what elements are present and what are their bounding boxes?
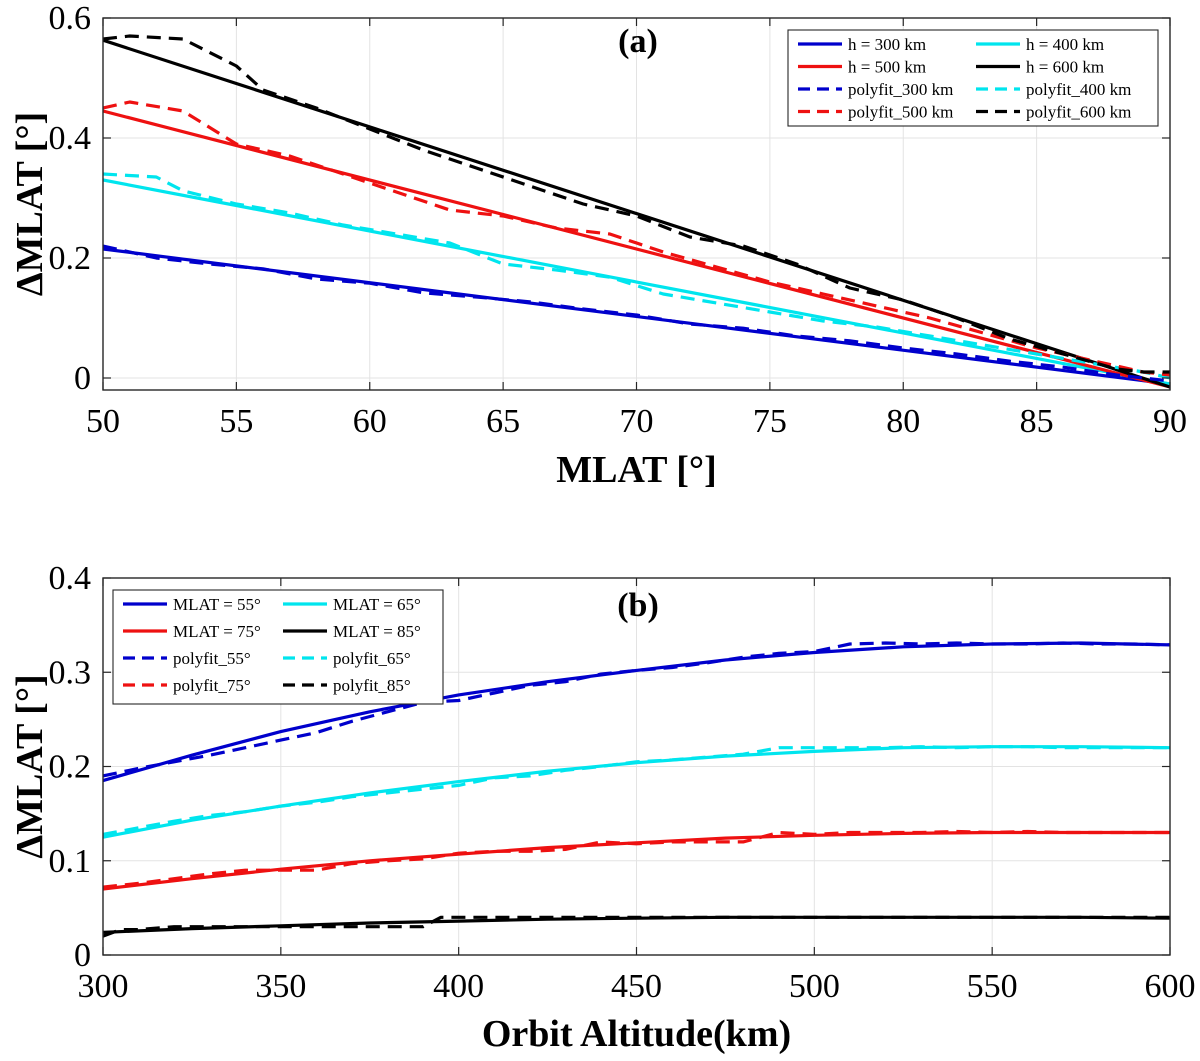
panel-a-legend-label: polyfit_600 km [1026,103,1131,122]
panel-b-xtick-label: 350 [255,968,306,1005]
panel-a: 50 55 60 65 70 75 80 85 90 0 0.2 0.4 0.6 MLAT [°] ΔMLA… [9,0,1187,491]
panel-b-line-polyfit-75- [103,829,1170,889]
panel-b-panel-label: (b) [617,587,659,624]
panel-b-legend-label: polyfit_65° [333,649,411,668]
panel-a-line-polyfit-400-km [103,172,1170,380]
panel-a-ytick-label: 0.4 [49,120,92,157]
panel-b-ytick-label: 0.2 [49,749,92,786]
panel-a-panel-label: (a) [618,23,658,60]
panel-a-xtick-label: 55 [219,403,253,440]
panel-a-line-polyfit-600-km [103,34,1170,374]
panel-b-legend-label: MLAT = 65° [333,595,421,614]
panel-b-legend-label: MLAT = 55° [173,595,261,614]
panel-b-y-axis-label: ΔMLAT [°] [9,674,51,858]
panel-b-legend-label: polyfit_75° [173,676,251,695]
panel-b-ytick-label: 0.4 [49,560,92,597]
panel-a-xtick-label: 50 [86,403,120,440]
panel-a-legend-label: polyfit_300 km [848,80,953,99]
panel-a-xtick-label: 85 [1020,403,1054,440]
panel-b-xtick-label: 500 [789,968,840,1005]
panel-a-x-axis-label: MLAT [°] [556,449,717,491]
panel-a-ytick-label: 0 [74,360,91,397]
panel-b-legend-label: polyfit_55° [173,649,251,668]
panel-a-legend-label: h = 300 km [848,35,926,54]
panel-a-xtick-label: 65 [486,403,520,440]
panel-b-xtick-label: 600 [1145,968,1196,1005]
panel-b-ytick-label: 0.3 [49,654,92,691]
panel-a-xtick-label: 75 [753,403,787,440]
panel-a-y-axis-label: ΔMLAT [°] [9,112,51,296]
panel-a-xtick-label: 60 [353,403,387,440]
panel-b-xtick-label: 300 [78,968,129,1005]
panel-b-xtick-label: 400 [433,968,484,1005]
panel-a-ytick-label: 0.2 [49,240,92,277]
panel-a-line-polyfit-300-km [103,244,1170,383]
panel-a-line-h-600-km [103,38,1170,389]
panel-a-ytick-label: 0.6 [49,0,92,37]
panel-a-legend-label: h = 600 km [1026,58,1104,77]
panel-b-xtick-label: 450 [611,968,662,1005]
panel-a-legend-label: polyfit_400 km [1026,80,1131,99]
panel-a-xtick-label: 70 [620,403,654,440]
panel-a-legend-box [787,29,1159,127]
panel-a-line-h-500-km [103,109,1170,389]
panel-b-line-polyfit-85- [103,915,1170,938]
panel-b-line-polyfit-65- [103,745,1170,836]
panel-a-legend: h = 300 km h = 400 km h = 500 km h = 600 km… [787,29,1159,127]
panel-b-legend-label: MLAT = 85° [333,622,421,641]
panel-a-xtick-label: 90 [1153,403,1187,440]
panel-a-xtick-label: 80 [886,403,920,440]
panel-b-legend-label: polyfit_85° [333,676,411,695]
panel-b-legend: MLAT = 55° MLAT = 65° MLAT = 75° MLAT = 85°… [112,589,444,705]
panel-a-legend-label: h = 500 km [848,58,926,77]
panel-a-legend-label: h = 400 km [1026,35,1104,54]
panel-a-line-h-400-km [103,178,1170,386]
panel-b-legend-label: MLAT = 75° [173,622,261,641]
panel-a-legend-label: polyfit_500 km [848,103,953,122]
panel-a-line-polyfit-500-km [103,100,1170,377]
panel-b-legend-box [112,589,444,705]
panel-b-line-polyfit-55- [103,641,1170,778]
panel-b-series [103,641,1170,938]
panel-b: 300 350 400 450 500 550 600 0 0.1 0.2 0.3 0.4 Orbit … [9,560,1196,1055]
panel-b-ytick-label: 0.1 [49,843,92,880]
panel-b-x-axis-label: Orbit Altitude(km) [482,1013,791,1055]
panel-b-ytick-label: 0 [74,937,91,974]
panel-a-series [103,34,1170,389]
panel-b-xtick-label: 550 [967,968,1018,1005]
